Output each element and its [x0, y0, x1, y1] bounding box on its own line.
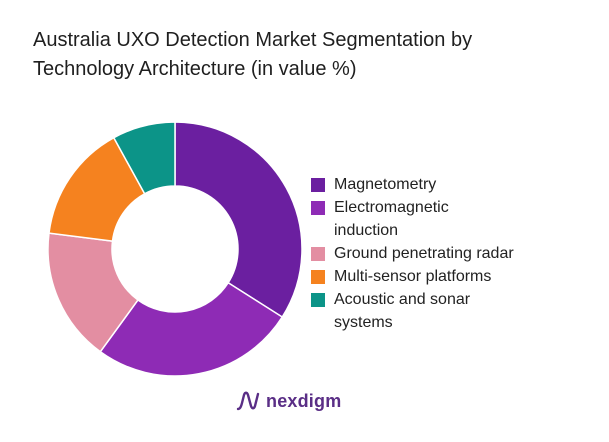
nexdigm-logo-icon [236, 391, 260, 411]
legend-item: Acoustic and sonar systems [311, 288, 601, 334]
chart-legend: Magnetometry Electromagnetic induction Gro… [311, 173, 601, 334]
brand-logo: nexdigm [235, 386, 341, 416]
legend-label: Multi-sensor platforms [334, 268, 492, 285]
donut-slice-1 [99, 281, 284, 377]
donut-chart [47, 121, 303, 377]
legend-swatch [311, 247, 325, 261]
legend-swatch [311, 201, 325, 215]
legend-label: Acoustic and sonar systems [334, 291, 471, 331]
legend-label: Electromagnetic induction [334, 199, 449, 239]
chart-title: Australia UXO Detection Market Segmentat… [33, 29, 473, 80]
brand-name: nexdigm [266, 390, 342, 411]
donut-slice-4 [112, 121, 176, 195]
legend-item: Ground penetrating radar [311, 242, 601, 265]
legend-label: Ground penetrating radar [334, 245, 514, 262]
legend-item: Electromagnetic induction [311, 196, 601, 242]
legend-swatch [311, 293, 325, 307]
legend-swatch [311, 178, 325, 192]
legend-swatch [311, 270, 325, 284]
legend-item: Magnetometry [311, 173, 601, 196]
legend-item: Multi-sensor platforms [311, 265, 601, 288]
donut-slice-0 [174, 121, 303, 319]
legend-label: Magnetometry [334, 176, 437, 193]
